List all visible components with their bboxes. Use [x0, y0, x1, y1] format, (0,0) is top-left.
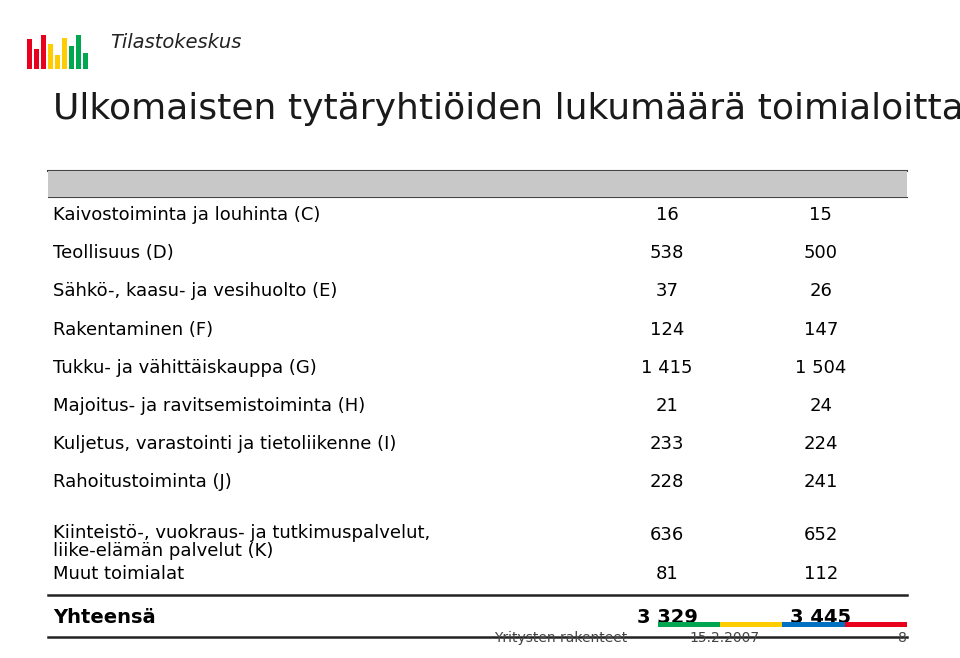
- Text: Kuljetus, varastointi ja tietoliikenne (I): Kuljetus, varastointi ja tietoliikenne (…: [53, 435, 396, 453]
- Text: Rakentaminen (F): Rakentaminen (F): [53, 320, 213, 339]
- Text: 241: 241: [804, 473, 838, 492]
- Text: Yritysten rakenteet: Yritysten rakenteet: [494, 631, 628, 645]
- Text: 224: 224: [804, 435, 838, 453]
- Text: 652: 652: [804, 526, 838, 544]
- Text: 1 504: 1 504: [795, 359, 847, 377]
- Text: Kaivostoiminta ja louhinta (C): Kaivostoiminta ja louhinta (C): [53, 206, 321, 224]
- Text: 1 415: 1 415: [641, 359, 693, 377]
- Text: 636: 636: [650, 526, 684, 544]
- Text: 8: 8: [899, 631, 907, 645]
- Text: Tilastokeskus: Tilastokeskus: [110, 34, 242, 52]
- Text: 37: 37: [656, 282, 679, 301]
- Text: 500: 500: [804, 244, 838, 263]
- Text: Ulkomaisten tytäryhtiöiden lukumäärä toimialoittain: Ulkomaisten tytäryhtiöiden lukumäärä toi…: [53, 91, 960, 126]
- Text: 3 329: 3 329: [636, 607, 698, 626]
- Text: Muut toimialat: Muut toimialat: [53, 565, 184, 584]
- Text: 3 445: 3 445: [790, 607, 852, 626]
- Text: 112: 112: [804, 565, 838, 584]
- Text: 538: 538: [650, 244, 684, 263]
- Text: 147: 147: [804, 320, 838, 339]
- Text: Rahoitustoiminta (J): Rahoitustoiminta (J): [53, 473, 231, 492]
- Text: 26: 26: [809, 282, 832, 301]
- Text: 24: 24: [809, 397, 832, 415]
- Text: Majoitus- ja ravitsemistoiminta (H): Majoitus- ja ravitsemistoiminta (H): [53, 397, 365, 415]
- Text: 228: 228: [650, 473, 684, 492]
- Text: 81: 81: [656, 565, 679, 584]
- Text: Kiinteistö-, vuokraus- ja tutkimuspalvelut,: Kiinteistö-, vuokraus- ja tutkimuspalvel…: [53, 524, 430, 542]
- Text: 15.2.2007: 15.2.2007: [689, 631, 760, 645]
- Text: 2004: 2004: [640, 175, 694, 193]
- Text: 21: 21: [656, 397, 679, 415]
- Text: 2005: 2005: [794, 175, 848, 193]
- Text: Toimiala: Toimiala: [53, 175, 143, 193]
- Text: 124: 124: [650, 320, 684, 339]
- Text: Sähkö-, kaasu- ja vesihuolto (E): Sähkö-, kaasu- ja vesihuolto (E): [53, 282, 337, 301]
- Text: liike-elämän palvelut (K): liike-elämän palvelut (K): [53, 542, 274, 559]
- Text: 233: 233: [650, 435, 684, 453]
- Text: Tukku- ja vähittäiskauppa (G): Tukku- ja vähittäiskauppa (G): [53, 359, 317, 377]
- Text: 15: 15: [809, 206, 832, 224]
- Text: Teollisuus (D): Teollisuus (D): [53, 244, 174, 263]
- Text: 16: 16: [656, 206, 679, 224]
- Text: Yhteensä: Yhteensä: [53, 607, 156, 626]
